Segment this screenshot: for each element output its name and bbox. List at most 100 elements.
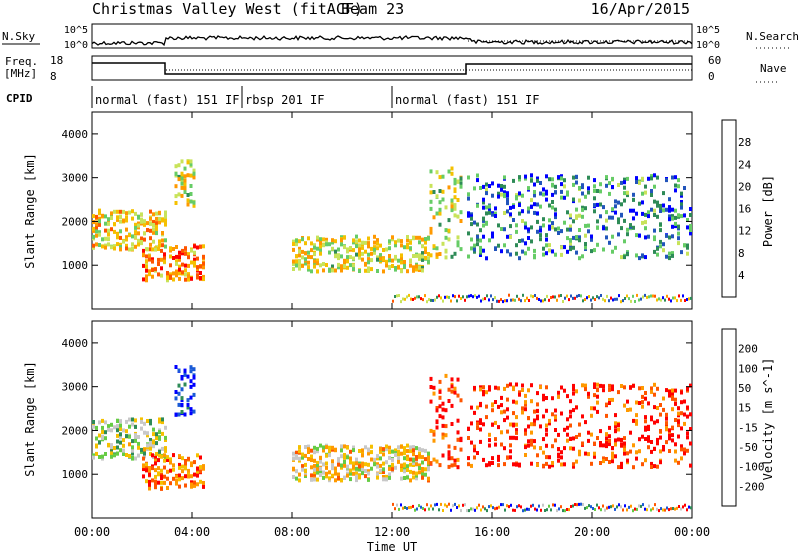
echo-cell [491,456,494,461]
echo-cell [683,451,686,456]
echo-cell [143,447,146,452]
echo-cell [569,437,572,441]
echo-cell [174,412,178,417]
echo-cell [680,193,683,198]
echo-cell [343,475,346,480]
echo-cell [382,452,385,457]
near-range-cell [404,506,406,509]
echo-cell [677,178,680,183]
echo-cell [180,376,184,381]
echo-cell [611,451,614,456]
near-range-cell [580,294,582,298]
echo-cell [632,192,635,197]
near-range-cell [508,505,510,509]
echo-cell [653,420,656,425]
echo-cell [202,481,205,485]
echo-cell [438,175,442,180]
echo-cell [418,268,421,272]
echo-cell [331,240,334,245]
echo-cell [450,403,454,408]
echo-cell [409,240,412,245]
echo-cell [145,278,148,283]
echo-cell [391,457,394,462]
echo-cell [557,447,560,452]
echo-cell [599,429,602,434]
echo-cell [620,202,623,207]
near-range-cell [490,294,492,298]
echo-cell [476,405,479,410]
echo-cell [563,178,566,183]
echo-cell [164,455,167,460]
y-tick-label: 4000 [62,337,89,350]
echo-cell [653,446,656,451]
echo-cell [152,444,155,449]
echo-cell [689,441,692,446]
echo-cell [125,211,128,216]
echo-cell [373,457,376,462]
echo-cell [175,478,178,483]
echo-cell [421,268,424,273]
echo-cell [379,256,382,261]
echo-cell [530,399,533,404]
echo-cell [190,248,193,253]
echo-cell [193,244,196,249]
echo-cell [641,176,644,181]
echo-cell [163,259,166,264]
echo-cell [403,467,406,472]
echo-cell [424,457,427,462]
echo-cell [166,476,169,481]
echo-cell [134,235,137,240]
echo-cell [161,243,164,248]
echo-cell [427,451,430,456]
echo-cell [155,441,158,446]
echo-cell [623,451,626,456]
echo-cell [653,173,656,178]
echo-cell [438,189,442,193]
echo-cell [328,470,331,475]
echo-cell [104,236,107,241]
echo-cell [482,200,485,205]
near-range-cell [456,506,458,509]
echo-cell [503,194,506,199]
echo-cell [196,273,199,278]
echo-cell [304,241,307,246]
echo-cell [456,430,460,435]
echo-cell [674,221,677,226]
echo-cell [307,236,310,241]
echo-cell [626,176,629,181]
echo-cell [536,219,539,224]
echo-cell [358,269,361,273]
echo-cell [325,263,328,267]
echo-cell [424,240,427,245]
echo-cell [524,428,527,433]
echo-cell [683,421,686,426]
echo-cell [447,185,451,190]
near-range-cell [690,296,692,300]
echo-cell [169,248,172,253]
echo-cell [186,398,190,403]
echo-cell [539,446,542,451]
echo-cell [677,434,680,439]
echo-cell [418,240,421,245]
echo-cell [388,472,391,477]
echo-cell [512,218,515,222]
near-range-cell [600,294,602,297]
echo-cell [509,455,512,460]
near-range-cell [666,506,668,510]
echo-cell [599,461,602,465]
near-range-cell [556,298,558,302]
echo-cell [569,227,572,232]
echo-cell [298,253,301,258]
echo-cell [647,234,650,239]
echo-cell [157,458,160,463]
echo-cell [409,258,412,263]
echo-cell [656,246,659,251]
echo-cell [310,477,313,482]
near-range-cell [512,508,514,512]
echo-cell [122,438,125,443]
echo-cell [424,467,427,472]
near-range-cell [572,504,574,508]
near-range-cell [468,294,470,298]
echo-cell [183,176,187,181]
echo-cell [343,444,346,449]
